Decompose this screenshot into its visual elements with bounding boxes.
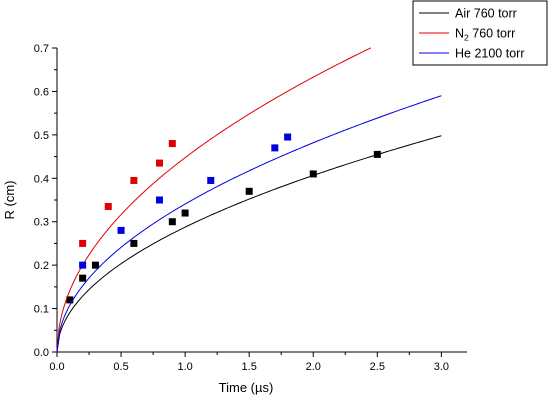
legend-entry: He 2100 torr [455,47,524,61]
y-tick-label: 0.6 [34,86,49,98]
legend-entry: N2 760 torr [455,27,515,43]
y-tick-label: 0.5 [34,130,49,142]
data-point [168,140,176,148]
legend-entry-main: N [455,27,464,41]
y-axis-label: R (cm) [2,181,17,220]
x-tick-label: 0.0 [49,361,64,373]
data-point [130,239,138,247]
data-point [117,226,125,234]
data-point [271,144,279,152]
data-point [79,239,87,247]
x-tick-label: 2.0 [306,361,321,373]
data-point [309,170,317,178]
legend-entry: Air 760 torr [455,7,517,21]
plot-area: 0.0 0.5 1.0 1.5 2.0 2.5 3.0 0.0 0.1 0.2 0.3 0.4 0.5 0… [34,43,467,373]
data-point [79,274,87,282]
data-point [130,176,138,184]
data-point [156,196,163,204]
fit-curve [56,135,442,353]
legend-entry-rest: 760 torr [469,27,516,41]
y-tick-label: 0.2 [34,260,49,272]
x-tick-label: 3.0 [434,361,449,373]
data-point [373,150,381,158]
data-point [104,203,112,211]
legend-entry-subscript: 2 [464,33,469,43]
legend-entry-main: Air 760 torr [455,7,517,21]
y-tick-label: 0.3 [34,217,49,229]
y-tick-label: 0.0 [34,347,49,359]
data-point [91,261,99,269]
data-point [181,209,189,217]
data-point [245,187,253,195]
x-tick-label: 2.5 [370,361,385,373]
data-point [284,133,292,141]
fit-curve [56,95,442,353]
x-tick-label: 0.5 [113,361,128,373]
y-tick-label: 0.4 [34,173,49,185]
data-point [79,261,87,269]
x-tick-label: 1.0 [177,361,192,373]
data-point [156,159,163,167]
y-tick-label: 0.7 [34,43,49,55]
x-axis-label: Time (µs) [219,380,274,395]
data-point [168,218,176,226]
x-tick-label: 1.5 [242,361,257,373]
data-point [66,296,74,304]
y-tick-label: 0.1 [34,304,49,316]
legend-entry-main: He 2100 torr [455,47,524,61]
data-point [207,176,215,184]
fit-curve [56,47,372,353]
legend: Air 760 torr N2 760 torr He 2100 torr [412,0,548,66]
